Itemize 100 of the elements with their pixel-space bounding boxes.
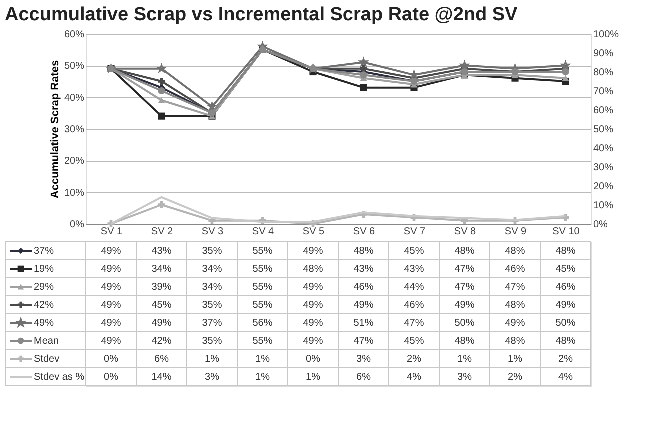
- legend-label: Mean: [34, 336, 60, 347]
- data-label: 48%: [303, 264, 324, 275]
- data-label: 3%: [205, 372, 220, 383]
- data-label: 1%: [256, 372, 270, 383]
- data-label: 49%: [101, 318, 122, 329]
- data-label: 55%: [252, 300, 273, 311]
- data-label: 55%: [252, 336, 273, 347]
- data-label: 1%: [458, 354, 472, 365]
- data-label: 49%: [303, 282, 324, 293]
- data-label: 4%: [407, 372, 422, 383]
- data-label: 46%: [556, 282, 576, 293]
- data-label: 49%: [303, 336, 324, 347]
- y2-tick-label: 80%: [594, 68, 614, 78]
- y2-tick-label: 0%: [594, 220, 608, 230]
- data-label: 0%: [104, 372, 119, 383]
- x-tick-label: SV 3: [202, 226, 224, 238]
- y2-tick-label: 100%: [594, 30, 620, 40]
- x-tick-label: SV 2: [151, 226, 174, 238]
- data-label: 1%: [256, 354, 270, 365]
- data-label: 49%: [101, 336, 122, 347]
- x-tick-label: SV 6: [353, 226, 376, 238]
- data-label: 49%: [101, 300, 122, 311]
- y2-tick-label: 60%: [594, 106, 614, 116]
- chart-title: Accumulative Scrap vs Incremental Scrap Rate @2nd SV: [5, 4, 518, 26]
- data-label: 55%: [252, 246, 273, 257]
- y2-tick-label: 40%: [594, 144, 614, 154]
- data-label: 1%: [306, 372, 321, 383]
- y-tick-label: 40%: [64, 92, 85, 104]
- legend-label: Stdev as %: [34, 372, 85, 383]
- data-label: 45%: [404, 246, 424, 257]
- y-tick-label: 10%: [64, 188, 85, 199]
- data-label: 48%: [454, 336, 475, 347]
- legend-label: 19%: [34, 264, 54, 275]
- legend-label: Stdev: [34, 354, 60, 365]
- y-tick-label: 60%: [64, 30, 85, 40]
- data-label: 48%: [556, 246, 576, 257]
- data-label: 47%: [505, 282, 526, 293]
- data-label: 34%: [202, 282, 222, 293]
- y-tick-label: 0%: [70, 220, 85, 230]
- data-label: 6%: [356, 372, 372, 383]
- data-label: 1%: [205, 354, 220, 365]
- data-label: 49%: [556, 300, 576, 311]
- y2-tick-label: 70%: [594, 86, 614, 98]
- y-tick-label: 50%: [64, 61, 85, 72]
- data-label: 55%: [252, 282, 273, 293]
- data-label: 45%: [556, 264, 576, 275]
- data-label: 49%: [454, 300, 475, 311]
- data-label: 55%: [252, 264, 273, 275]
- data-label: 34%: [202, 264, 222, 275]
- y-axis-title: Accumulative Scrap Rates: [49, 60, 62, 199]
- data-label: 44%: [404, 282, 424, 293]
- data-label: 49%: [101, 282, 122, 293]
- y2-tick-label: 20%: [594, 182, 614, 192]
- data-label: 2%: [558, 354, 574, 365]
- y-tick-label: 30%: [64, 124, 85, 136]
- y2-tick-label: 30%: [594, 162, 614, 174]
- data-label: 3%: [356, 354, 372, 365]
- data-label: 45%: [152, 300, 172, 311]
- legend-label: 37%: [34, 246, 54, 257]
- data-label: 3%: [458, 372, 472, 383]
- data-label: 1%: [508, 354, 523, 365]
- data-label: 49%: [354, 300, 374, 311]
- data-label: 42%: [152, 336, 172, 347]
- y2-tick-label: 10%: [594, 200, 614, 212]
- data-label: 56%: [252, 318, 273, 329]
- y-tick-label: 20%: [64, 156, 85, 168]
- x-tick-label: SV 7: [404, 226, 426, 238]
- data-label: 2%: [508, 372, 523, 383]
- data-label: 0%: [104, 354, 119, 365]
- y2-tick-label: 50%: [594, 124, 614, 136]
- legend-label: 49%: [34, 318, 54, 329]
- data-label: 43%: [152, 246, 172, 257]
- x-tick-label: SV 10: [552, 226, 580, 238]
- data-label: 14%: [152, 372, 172, 383]
- data-label: 48%: [505, 246, 526, 257]
- y2-tick-label: 90%: [594, 48, 614, 60]
- data-label: 48%: [454, 246, 475, 257]
- data-label: 35%: [202, 300, 222, 311]
- data-label: 50%: [556, 318, 576, 329]
- data-label: 48%: [556, 336, 576, 347]
- data-label: 50%: [454, 318, 475, 329]
- data-label: 49%: [303, 246, 324, 257]
- x-tick-label: SV 9: [504, 226, 528, 238]
- legend-label: 29%: [34, 282, 54, 293]
- data-label: 34%: [152, 264, 172, 275]
- x-tick-label: SV 5: [302, 226, 326, 238]
- data-label: 49%: [152, 318, 172, 329]
- x-tick-label: SV 8: [454, 226, 477, 238]
- data-label: 2%: [407, 354, 422, 365]
- data-label: 0%: [306, 354, 321, 365]
- data-label: 43%: [404, 264, 424, 275]
- data-label: 37%: [202, 318, 222, 329]
- data-label: 35%: [202, 246, 222, 257]
- data-label: 46%: [404, 300, 424, 311]
- x-tick-label: SV 4: [252, 226, 275, 238]
- data-label: 47%: [404, 318, 424, 329]
- data-label: 49%: [303, 318, 324, 329]
- data-label: 35%: [202, 336, 222, 347]
- data-label: 47%: [454, 282, 475, 293]
- data-label: 49%: [505, 318, 526, 329]
